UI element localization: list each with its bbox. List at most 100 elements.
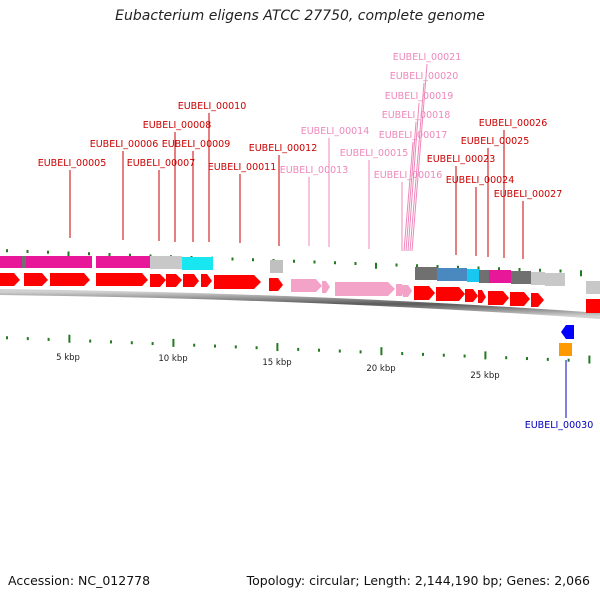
gene-label: EUBELI_00024 <box>446 175 515 186</box>
tick-mark <box>442 353 445 357</box>
cog-block <box>511 271 531 284</box>
cds-arrow <box>322 281 330 293</box>
tick-mark <box>26 249 29 253</box>
cds-arrow <box>201 274 212 287</box>
tick-mark <box>380 347 383 356</box>
tick-mark <box>149 254 152 258</box>
map-title: Eubacterium eligens ATCC 27750, complete… <box>115 8 485 24</box>
tick-mark <box>375 262 377 269</box>
cog-block <box>150 256 182 269</box>
tick-mark <box>108 252 111 256</box>
gene-label: EUBELI_00011 <box>208 162 277 173</box>
cog-block <box>437 268 467 281</box>
cds-arrow <box>24 273 48 286</box>
tick-mark <box>588 355 591 364</box>
tick-mark <box>457 265 459 269</box>
tick-mark <box>498 267 500 271</box>
tick-mark <box>484 351 487 360</box>
reverse-feature-block <box>559 343 572 356</box>
tick-mark <box>47 250 49 254</box>
gene-label: EUBELI_00012 <box>249 143 318 154</box>
gene-labels: EUBELI_00005 EUBELI_00006 EUBELI_00007 EUBE… <box>38 52 594 431</box>
gene-label: EUBELI_00007 <box>127 158 196 169</box>
tick-mark <box>193 343 196 347</box>
tick-mark <box>47 337 50 341</box>
label-leader-line <box>403 141 414 252</box>
cds-arrows-row <box>0 273 600 313</box>
label-leader-line <box>407 102 420 252</box>
scale-label: 5 kbp <box>56 353 80 363</box>
gene-label: EUBELI_00008 <box>143 120 212 131</box>
genome-backbone <box>0 289 600 319</box>
tick-mark <box>130 341 133 345</box>
tick-mark <box>338 349 341 353</box>
cds-arrow <box>50 273 90 286</box>
gene-label: EUBELI_00016 <box>374 170 443 181</box>
cog-block <box>415 267 437 280</box>
gene-label: EUBELI_00009 <box>162 139 231 150</box>
tick-mark <box>359 350 362 354</box>
cog-block <box>26 256 50 268</box>
scale-label: 25 kbp <box>470 371 499 381</box>
cds-arrow <box>166 274 182 287</box>
tick-mark <box>252 258 254 262</box>
tick-mark <box>518 268 521 272</box>
reverse-feature-arrow <box>561 325 574 339</box>
gene-label: EUBELI_00026 <box>479 118 548 129</box>
scale-label: 15 kbp <box>262 358 291 368</box>
tick-mark <box>214 344 216 348</box>
tick-mark <box>559 269 562 273</box>
cds-arrow <box>291 279 322 292</box>
cds-arrow <box>478 290 486 303</box>
tick-mark <box>276 343 279 352</box>
cds-arrow <box>150 274 166 287</box>
cds-arrow <box>488 291 509 305</box>
cds-arrow <box>0 273 20 286</box>
cog-block <box>531 272 545 285</box>
gene-label: EUBELI_00023 <box>427 154 496 165</box>
cds-arrow <box>396 284 405 296</box>
cog-block <box>270 260 283 273</box>
tick-mark <box>334 261 336 265</box>
cds-arrow <box>269 278 283 291</box>
tick-mark <box>539 268 541 272</box>
tick-mark <box>567 358 570 362</box>
tick-mark <box>546 357 549 361</box>
tick-mark <box>231 257 234 261</box>
tick-mark <box>129 253 131 257</box>
tick-mark <box>6 249 8 253</box>
tick-mark <box>151 342 154 346</box>
cog-block <box>50 256 92 268</box>
tick-mark <box>395 263 398 267</box>
scale-labels: 5 kbp 10 kbp 15 kbp 20 kbp 25 kbp <box>56 353 500 381</box>
tick-mark <box>89 339 92 343</box>
gene-label: EUBELI_00015 <box>340 148 409 159</box>
tick-mark <box>26 337 29 341</box>
label-leader-line <box>409 82 425 252</box>
cds-arrow <box>465 289 478 302</box>
tick-mark <box>297 347 300 351</box>
cog-block <box>182 257 213 270</box>
gene-label: EUBELI_00017 <box>379 130 448 141</box>
tick-mark <box>67 251 70 258</box>
tick-mark <box>401 352 404 356</box>
tick-mark <box>436 265 439 269</box>
label-leader-line <box>405 121 417 252</box>
cds-arrow <box>586 299 600 313</box>
tick-mark <box>463 354 466 358</box>
cog-block <box>586 281 600 294</box>
gene-label: EUBELI_00027 <box>494 189 563 200</box>
gene-label: EUBELI_00005 <box>38 158 107 169</box>
gene-label: EUBELI_00006 <box>90 139 159 150</box>
cds-arrow <box>510 292 530 306</box>
tick-mark <box>234 345 237 349</box>
topology-text: Topology: circular; Length: 2,144,190 bp… <box>246 573 590 588</box>
tick-mark <box>580 270 582 277</box>
gene-label: EUBELI_00014 <box>301 126 370 137</box>
tick-mark <box>354 261 357 265</box>
tick-mark <box>68 334 71 343</box>
gene-label: EUBELI_00021 <box>393 52 462 63</box>
cog-block <box>0 256 22 268</box>
cds-arrow <box>214 275 261 289</box>
